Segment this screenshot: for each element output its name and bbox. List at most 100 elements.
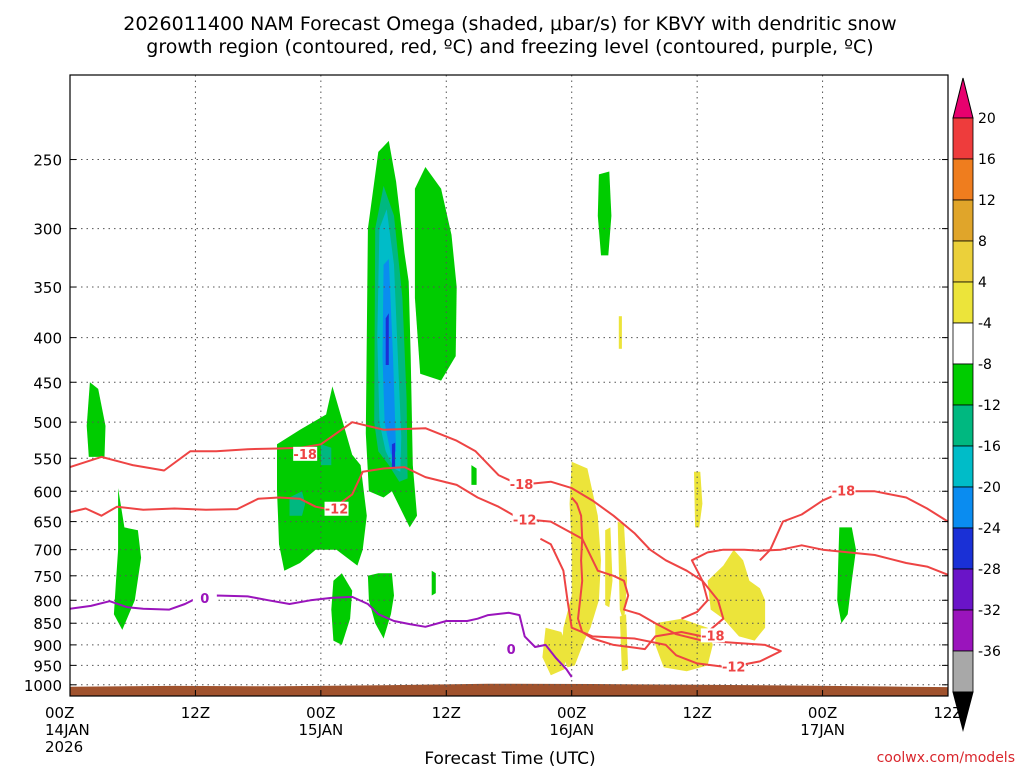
contour-label-bg-4-0 — [192, 590, 217, 605]
x-tick-label-72-1: 17JAN — [800, 721, 845, 739]
x-tick-label-84-0: 12Z — [933, 704, 962, 722]
x-tick-label-0-0: 00Z — [45, 704, 74, 722]
omega-region-7 — [431, 570, 436, 596]
x-tick-label-36-0: 12Z — [432, 704, 461, 722]
colorbar-arrow-top — [952, 77, 974, 119]
colorbar: 20 16 12 8 4 -4 -8 -12 -16 -20 -24 -28 -32 -36 — [952, 77, 1001, 732]
x-tick-label-48-0: 00Z — [557, 704, 586, 722]
omega-region-22 — [619, 614, 629, 672]
omega-region-17 — [391, 442, 396, 469]
terrain-fill — [70, 683, 948, 696]
omega-region-10 — [837, 527, 856, 624]
y-tick-label-700: 700 — [33, 542, 62, 560]
plot-frame — [69, 74, 949, 697]
y-tick-label-400: 400 — [33, 330, 62, 348]
y-tick-label-550: 550 — [33, 450, 62, 468]
y-tick-label-950: 950 — [33, 657, 62, 675]
colorbar-cell-10 — [952, 486, 974, 529]
colorbar-label-8: -16 — [978, 439, 1001, 455]
terrain-surface — [70, 683, 948, 696]
colorbar-label-7: -12 — [978, 398, 1001, 414]
colorbar-label-0: 20 — [978, 111, 996, 127]
colorbar-label-11: -28 — [978, 562, 1001, 578]
omega-region-2 — [277, 386, 367, 571]
contour-label-4-0: 0 — [200, 592, 209, 607]
colorbar-cell-5 — [952, 281, 974, 324]
contour-labels: -18 -18 -18 -18 -12 -12 -12 0 0 — [192, 446, 856, 675]
omega-region-26 — [707, 549, 766, 641]
omega-region-3 — [331, 573, 353, 645]
contour-label-bg-4-1 — [499, 641, 524, 656]
colorbar-label-2: 12 — [978, 193, 996, 209]
colorbar-label-6: -8 — [978, 357, 992, 373]
contour-label-bg-2-1 — [512, 512, 537, 527]
omega-region-5 — [414, 167, 457, 381]
colorbar-cell-9 — [952, 445, 974, 488]
y-tick-label-900: 900 — [33, 637, 62, 655]
omega-shading — [86, 140, 856, 676]
contour-0 — [69, 421, 725, 651]
contour-label-0-2: -18 — [832, 484, 856, 499]
y-tick-label-1000: 1000 — [24, 677, 62, 695]
colorbar-cell-4 — [952, 240, 974, 283]
colorbar-label-12: -32 — [978, 603, 1001, 619]
contour-label-4-1: 0 — [507, 643, 516, 658]
colorbar-label-3: 8 — [978, 234, 987, 250]
contour-label-0-0: -18 — [293, 448, 317, 463]
omega-region-20 — [605, 527, 613, 608]
contour-label-2-2: -12 — [722, 660, 746, 675]
colorbar-cell-11 — [952, 527, 974, 570]
omega-region-15 — [382, 259, 397, 455]
x-axis-label: Forecast Time (UTC) — [424, 749, 595, 768]
contour-label-2-1: -12 — [513, 513, 537, 528]
contour-label-bg-2-0 — [324, 501, 349, 516]
omega-region-23 — [618, 316, 622, 349]
y-tick-label-850: 850 — [33, 615, 62, 633]
colorbar-cell-14 — [952, 650, 974, 693]
y-tick-label-250: 250 — [33, 152, 62, 170]
colorbar-cell-6 — [952, 322, 974, 365]
contour-2 — [69, 466, 782, 669]
omega-region-16 — [385, 313, 389, 365]
y-tick-label-600: 600 — [33, 483, 62, 501]
omega-region-24 — [694, 471, 703, 528]
contour-4 — [69, 594, 573, 678]
omega-region-8 — [471, 465, 477, 485]
chart-title-line-1: 2026011400 NAM Forecast Omega (shaded, μ… — [123, 13, 896, 35]
omega-region-0 — [86, 382, 106, 457]
x-tick-label-0-1: 14JAN — [45, 721, 90, 739]
contour-label-bg-0-0 — [293, 446, 318, 461]
omega-region-21 — [617, 521, 628, 624]
contour-label-bg-2-2 — [721, 659, 746, 674]
chart-title-line-2: growth region (contoured, red, ºC) and f… — [146, 36, 873, 58]
contour-label-0-1: -18 — [510, 478, 534, 493]
colorbar-label-13: -36 — [978, 644, 1001, 660]
y-tick-label-650: 650 — [33, 514, 62, 532]
contour-label-bg-0-1 — [509, 476, 534, 491]
y-tick-label-800: 800 — [33, 592, 62, 610]
omega-region-9 — [597, 171, 612, 256]
x-tick-label-60-0: 12Z — [682, 704, 711, 722]
credit-text: coolwx.com/models — [877, 750, 1015, 766]
x-tick-label-12-0: 12Z — [181, 704, 210, 722]
colorbar-cell-2 — [952, 158, 974, 201]
y-tick-label-750: 750 — [33, 568, 62, 586]
x-tick-label-48-1: 16JAN — [549, 721, 594, 739]
colorbar-label-5: -4 — [978, 316, 992, 332]
omega-region-13 — [320, 444, 332, 466]
temperature-contours — [69, 421, 949, 678]
contour-label-2-0: -12 — [325, 503, 349, 518]
y-tick-label-500: 500 — [33, 414, 62, 432]
x-tick-label-72-0: 00Z — [808, 704, 837, 722]
y-tick-label-300: 300 — [33, 221, 62, 239]
colorbar-cell-1 — [952, 117, 974, 160]
colorbar-label-1: 16 — [978, 152, 996, 168]
y-axis: 250 300 350 400 450 500 550 600 650 700 750 800 850 9… — [24, 152, 948, 695]
colorbar-label-4: 4 — [978, 275, 987, 291]
contour-label-0-3: -18 — [701, 629, 725, 644]
omega-region-6 — [367, 573, 394, 639]
colorbar-cell-3 — [952, 199, 974, 242]
contour-3 — [681, 544, 949, 620]
